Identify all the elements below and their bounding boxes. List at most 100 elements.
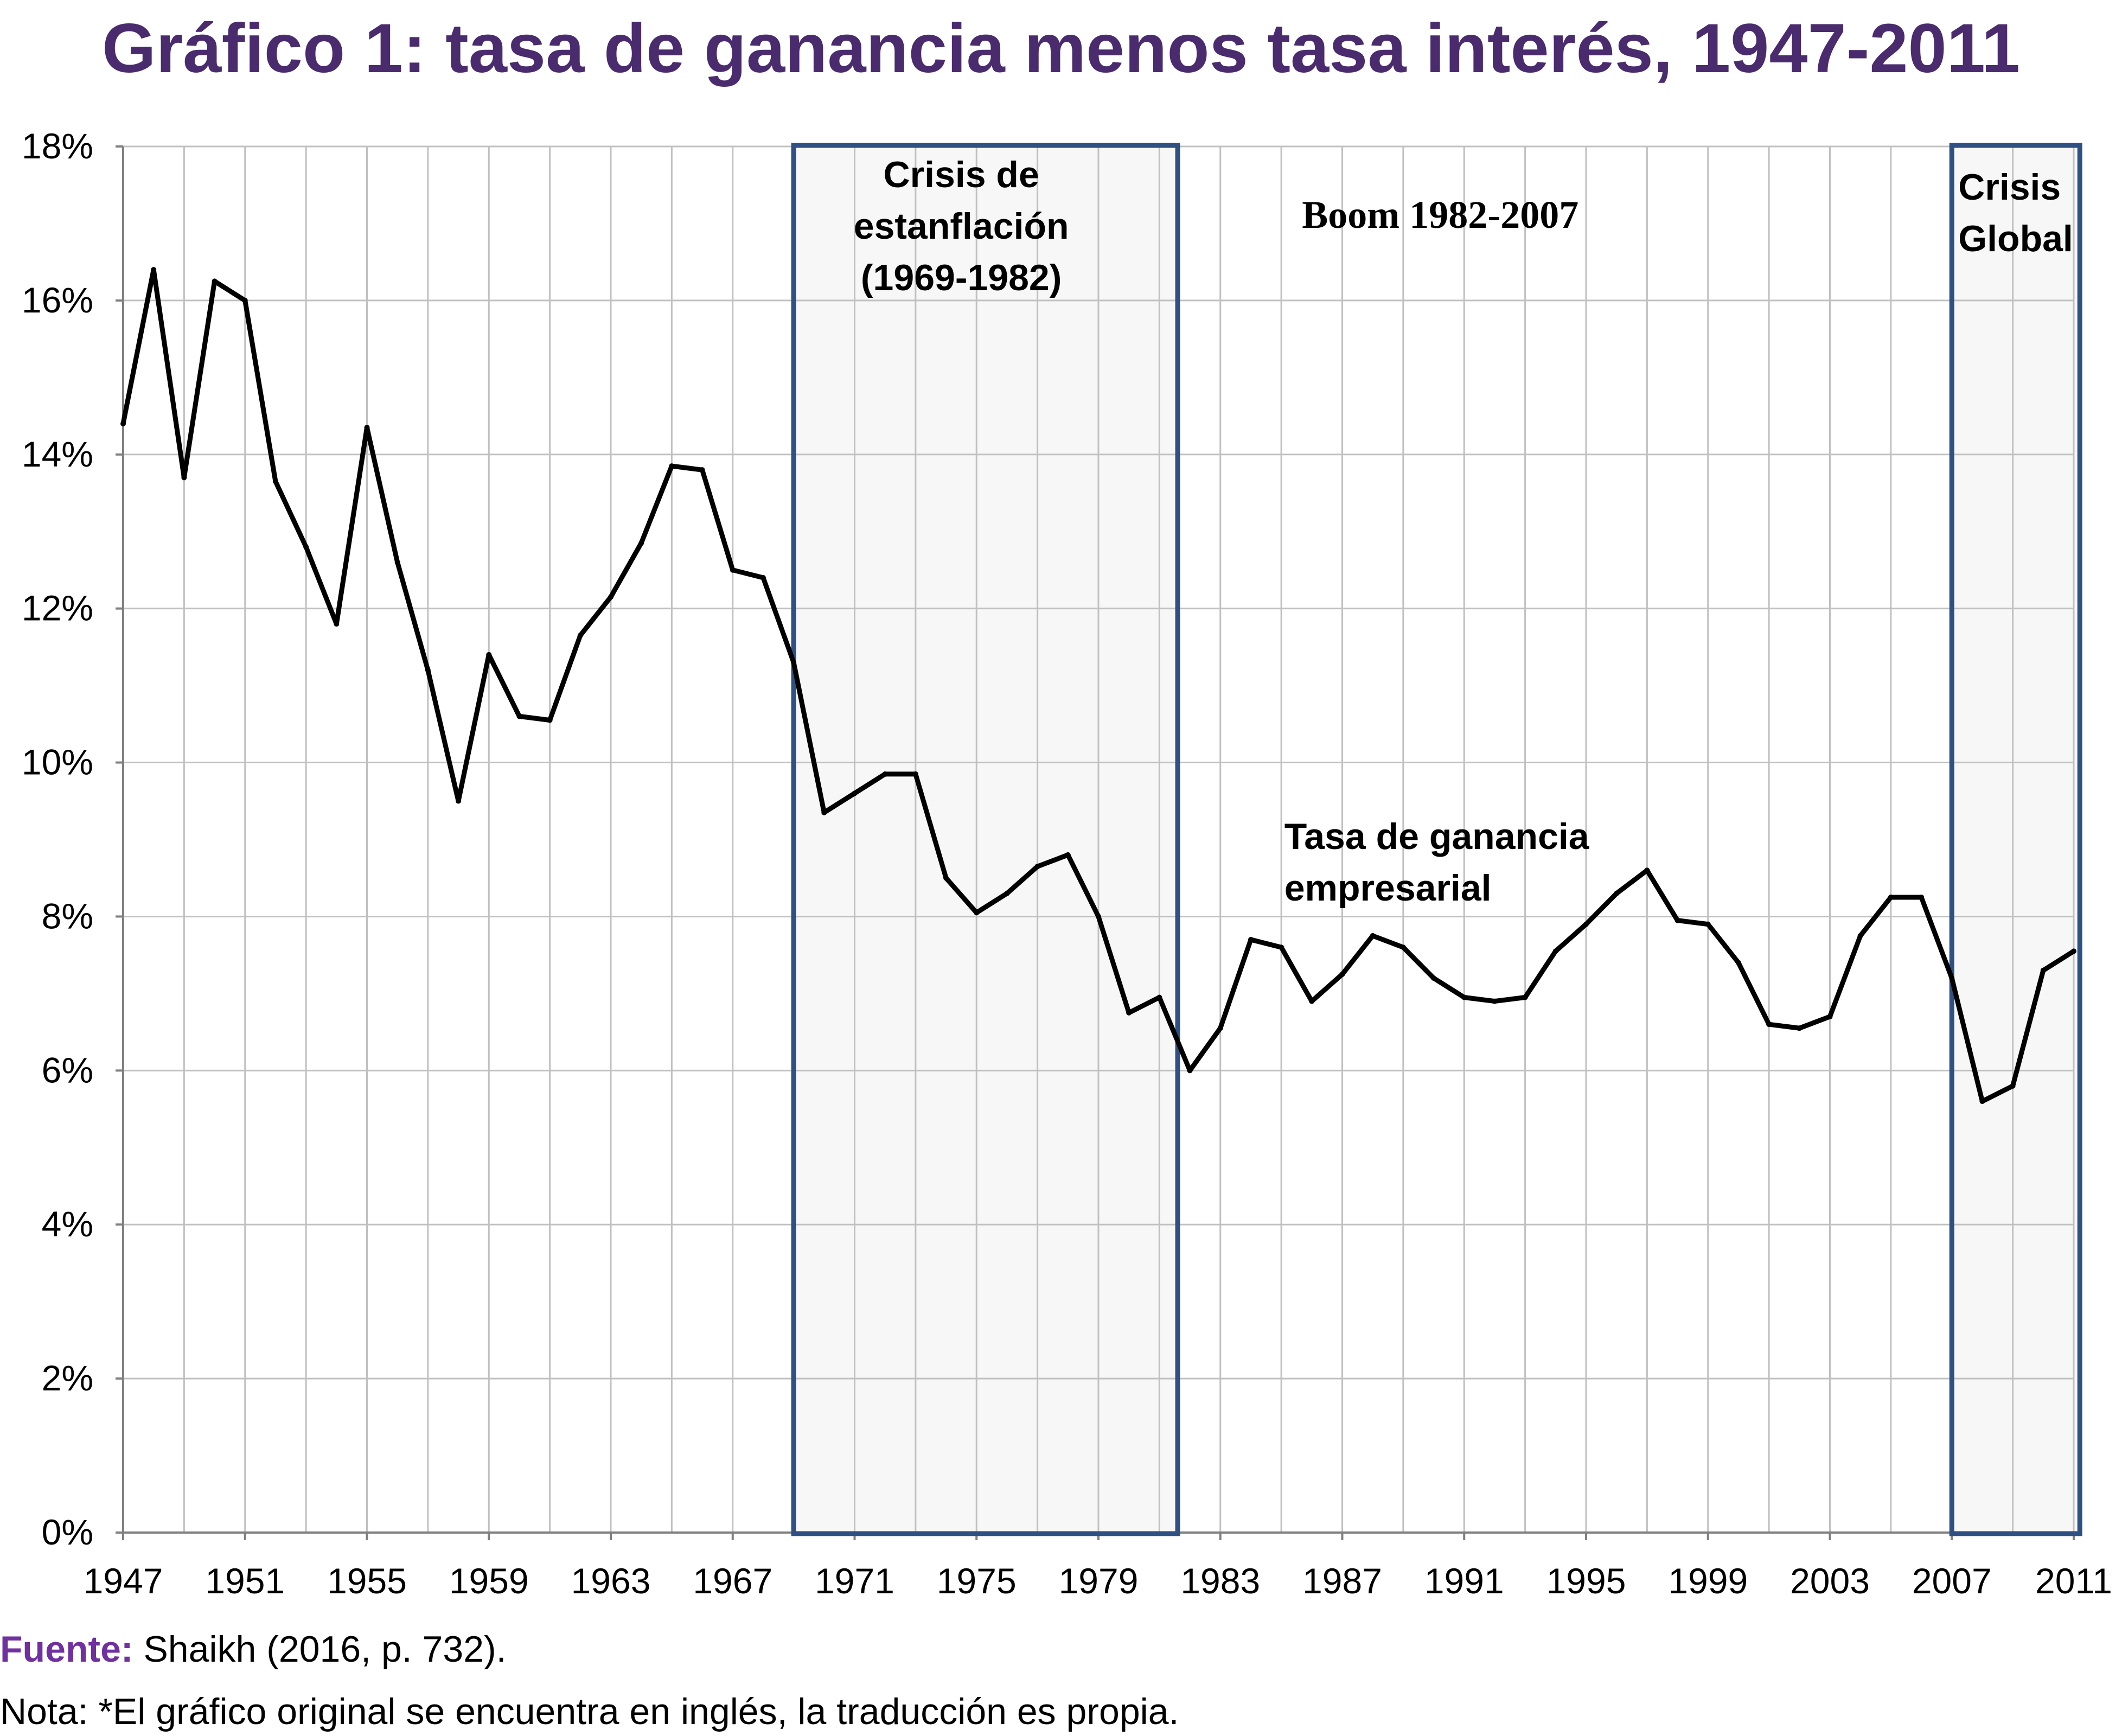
y-tick-label: 10%	[22, 742, 93, 782]
data-point	[1735, 960, 1741, 966]
data-point	[242, 297, 248, 303]
data-point	[272, 478, 278, 484]
data-point	[1857, 933, 1863, 939]
data-point	[912, 771, 918, 777]
data-point	[151, 267, 157, 273]
x-tick-label: 1983	[1180, 1561, 1260, 1601]
y-tick-label: 16%	[22, 280, 93, 320]
data-point	[120, 421, 126, 426]
shaded-period-border-0	[791, 143, 1180, 1536]
source-label: Fuente:	[0, 1629, 133, 1670]
x-tick-labels: 1947 1951 1955 1959 1963 1967 1971 1975 1979 1983…	[84, 1561, 2112, 1601]
data-point	[1705, 921, 1711, 927]
x-tick-label: 1955	[327, 1561, 407, 1601]
x-tick-label: 1963	[571, 1561, 651, 1601]
y-tick-label: 4%	[42, 1204, 93, 1244]
x-tick-label: 1947	[84, 1561, 163, 1601]
data-point	[730, 567, 736, 573]
data-point	[760, 575, 766, 580]
data-point	[456, 798, 462, 804]
data-point	[1279, 944, 1284, 950]
data-point	[1949, 975, 1955, 981]
x-tick-label: 1987	[1302, 1561, 1382, 1601]
chart-title: Gráfico 1: tasa de ganancia menos tasa i…	[102, 10, 2020, 87]
y-tick-label: 8%	[42, 896, 93, 936]
data-point	[212, 278, 218, 284]
data-point	[1522, 994, 1528, 1000]
y-tick-label: 6%	[42, 1050, 93, 1090]
x-tick-label: 1979	[1059, 1561, 1139, 1601]
data-point	[1431, 975, 1437, 981]
x-tick-label: 2007	[1912, 1561, 1992, 1601]
data-point	[1827, 1013, 1833, 1019]
data-point	[1126, 1010, 1132, 1016]
shaded-period-label: Crisis de	[884, 154, 1039, 195]
data-point	[1797, 1025, 1803, 1031]
shaded-period-label: Global	[1958, 218, 2073, 259]
data-point	[486, 652, 492, 658]
data-point	[1156, 994, 1162, 1000]
data-point	[882, 771, 888, 777]
y-tick-label: 18%	[22, 126, 93, 166]
data-point	[394, 559, 400, 565]
data-point	[1674, 917, 1680, 923]
data-point	[334, 621, 340, 627]
shaded-period-label: Crisis	[1958, 167, 2061, 208]
data-point	[1065, 852, 1071, 858]
data-point	[821, 809, 827, 815]
data-point	[669, 463, 675, 469]
x-tick-label: 1975	[937, 1561, 1017, 1601]
data-point	[303, 544, 309, 550]
x-tick-label: 1991	[1424, 1561, 1504, 1601]
shaded-period-border-1	[1949, 143, 2082, 1536]
data-point	[1888, 894, 1894, 900]
data-point	[852, 790, 858, 796]
shaded-period-label: estanflación	[854, 206, 1069, 247]
data-point	[1766, 1022, 1772, 1027]
source-text: Shaikh (2016, p. 732).	[133, 1629, 507, 1670]
data-point	[577, 633, 583, 639]
data-point	[1096, 914, 1101, 920]
data-point	[425, 667, 431, 673]
data-point	[516, 713, 522, 719]
data-point	[1919, 894, 1925, 900]
data-point	[1979, 1099, 1985, 1105]
x-tick-label: 1995	[1546, 1561, 1626, 1601]
data-point	[1644, 867, 1650, 873]
y-tick-labels: 0% 2% 4% 6% 8% 10% 12% 14% 16% 18%	[22, 126, 93, 1552]
x-tick-label: 1951	[205, 1561, 285, 1601]
data-point	[1248, 937, 1254, 943]
data-point	[974, 910, 980, 916]
data-point	[1552, 948, 1558, 954]
gridlines	[123, 145, 2075, 1533]
data-point	[1034, 864, 1040, 870]
data-point	[1583, 921, 1589, 927]
data-point	[1492, 998, 1498, 1004]
data-point	[2071, 948, 2076, 954]
y-tick-label: 14%	[22, 434, 93, 474]
data-point	[1217, 1025, 1223, 1031]
y-tick-label: 2%	[42, 1358, 93, 1398]
series-label: Tasa de ganancia	[1284, 816, 1590, 857]
note-line: Nota: *El gráfico original se encuentra …	[0, 1691, 1179, 1732]
data-point	[1339, 971, 1345, 977]
shaded-period-borders	[791, 143, 2082, 1536]
shaded-period-label: (1969-1982)	[861, 257, 1062, 298]
data-point	[943, 875, 949, 881]
data-point	[791, 660, 797, 666]
data-point	[1370, 933, 1376, 939]
data-point	[1187, 1068, 1193, 1074]
x-tick-label: 1999	[1668, 1561, 1748, 1601]
x-tick-label: 1971	[815, 1561, 894, 1601]
data-point	[699, 467, 705, 473]
x-tick-label: 2003	[1790, 1561, 1870, 1601]
data-point	[1400, 944, 1406, 950]
data-point	[1309, 998, 1315, 1004]
data-points	[120, 267, 2076, 1105]
boom-annotation: Boom 1982-2007	[1302, 193, 1578, 237]
source-line: Fuente: Shaikh (2016, p. 732).	[0, 1625, 507, 1674]
data-point	[1614, 890, 1620, 896]
y-tick-label: 0%	[42, 1512, 93, 1552]
data-point	[1461, 994, 1467, 1000]
x-tick-label: 1967	[693, 1561, 772, 1601]
